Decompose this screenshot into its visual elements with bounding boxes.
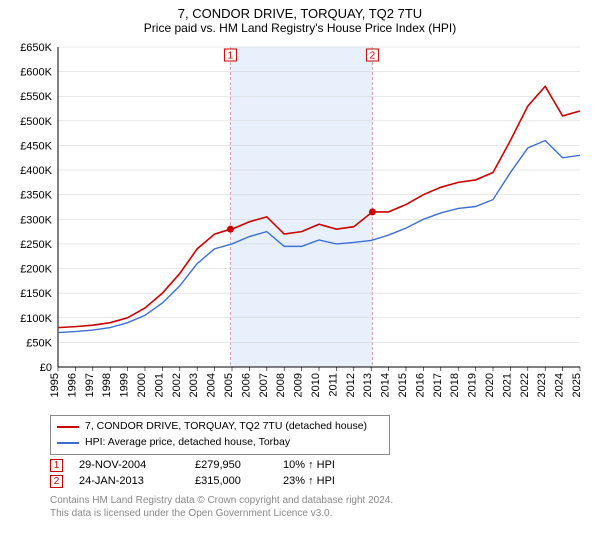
legend-label: 7, CONDOR DRIVE, TORQUAY, TQ2 7TU (detac… (85, 419, 367, 435)
svg-text:2009: 2009 (293, 373, 305, 397)
svg-text:2003: 2003 (188, 373, 200, 397)
footer-line: Contains HM Land Registry data © Crown c… (50, 494, 590, 507)
svg-text:£250K: £250K (20, 239, 52, 251)
sale-marker-icon: 1 (50, 459, 63, 472)
page-title: 7, CONDOR DRIVE, TORQUAY, TQ2 7TU (10, 6, 590, 21)
svg-text:£550K: £550K (20, 91, 52, 103)
sale-price: £315,000 (195, 475, 267, 487)
svg-text:£200K: £200K (20, 264, 52, 276)
sale-date: 29-NOV-2004 (79, 459, 179, 471)
svg-text:2000: 2000 (136, 373, 148, 397)
svg-text:2019: 2019 (467, 373, 479, 397)
svg-text:2: 2 (370, 51, 376, 62)
svg-text:£50K: £50K (26, 337, 52, 349)
svg-text:2016: 2016 (414, 373, 426, 397)
svg-text:£650K: £650K (20, 42, 52, 54)
price-chart: £0 £50K £100K £150K £200K £250K £300K £350K £400… (10, 39, 590, 409)
svg-text:1: 1 (228, 51, 234, 62)
svg-text:1997: 1997 (84, 373, 96, 397)
svg-text:1999: 1999 (119, 373, 131, 397)
svg-text:£350K: £350K (20, 190, 52, 202)
svg-text:2011: 2011 (327, 373, 339, 397)
svg-text:2017: 2017 (432, 373, 444, 397)
svg-text:2007: 2007 (258, 373, 270, 397)
sale-marker-icon: 2 (50, 475, 63, 488)
svg-text:2005: 2005 (223, 373, 235, 397)
svg-text:2006: 2006 (240, 373, 252, 397)
svg-text:2008: 2008 (275, 373, 287, 397)
svg-text:£300K: £300K (20, 214, 52, 226)
sale-price: £279,950 (195, 459, 267, 471)
svg-text:2002: 2002 (171, 373, 183, 397)
svg-text:£150K: £150K (20, 288, 52, 300)
legend: 7, CONDOR DRIVE, TORQUAY, TQ2 7TU (detac… (50, 415, 390, 455)
sale-delta: 10% ↑ HPI (283, 459, 335, 471)
svg-text:£600K: £600K (20, 67, 52, 79)
svg-text:2010: 2010 (310, 373, 322, 397)
legend-label: HPI: Average price, detached house, Torb… (85, 435, 290, 451)
svg-text:£500K: £500K (20, 116, 52, 128)
svg-text:1998: 1998 (101, 373, 113, 397)
footer-line: This data is licensed under the Open Gov… (50, 507, 590, 520)
svg-text:£100K: £100K (20, 313, 52, 325)
legend-item: HPI: Average price, detached house, Torb… (57, 435, 383, 451)
svg-text:2023: 2023 (536, 373, 548, 397)
svg-text:2025: 2025 (571, 373, 583, 397)
sales-list: 1 29-NOV-2004 £279,950 10% ↑ HPI 2 24-JA… (50, 459, 590, 488)
footer: Contains HM Land Registry data © Crown c… (50, 494, 590, 520)
svg-text:2022: 2022 (519, 373, 531, 397)
svg-text:2020: 2020 (484, 373, 496, 397)
sale-date: 24-JAN-2013 (79, 475, 179, 487)
svg-text:2018: 2018 (449, 373, 461, 397)
page-subtitle: Price paid vs. HM Land Registry's House … (10, 21, 590, 35)
svg-text:2014: 2014 (380, 373, 392, 397)
svg-text:1995: 1995 (49, 373, 61, 397)
svg-text:2024: 2024 (554, 373, 566, 397)
svg-text:1996: 1996 (66, 373, 78, 397)
svg-text:2021: 2021 (501, 373, 513, 397)
sale-row: 1 29-NOV-2004 £279,950 10% ↑ HPI (50, 459, 590, 472)
svg-text:£400K: £400K (20, 165, 52, 177)
legend-swatch (57, 426, 79, 428)
svg-text:£450K: £450K (20, 140, 52, 152)
svg-text:2004: 2004 (206, 373, 218, 397)
sale-row: 2 24-JAN-2013 £315,000 23% ↑ HPI (50, 475, 590, 488)
svg-text:2015: 2015 (397, 373, 409, 397)
svg-text:2001: 2001 (153, 373, 165, 397)
sale-delta: 23% ↑ HPI (283, 475, 335, 487)
legend-item: 7, CONDOR DRIVE, TORQUAY, TQ2 7TU (detac… (57, 419, 383, 435)
legend-swatch (57, 442, 79, 444)
svg-text:£0: £0 (40, 362, 52, 374)
svg-text:2012: 2012 (345, 373, 357, 397)
svg-text:2013: 2013 (362, 373, 374, 397)
